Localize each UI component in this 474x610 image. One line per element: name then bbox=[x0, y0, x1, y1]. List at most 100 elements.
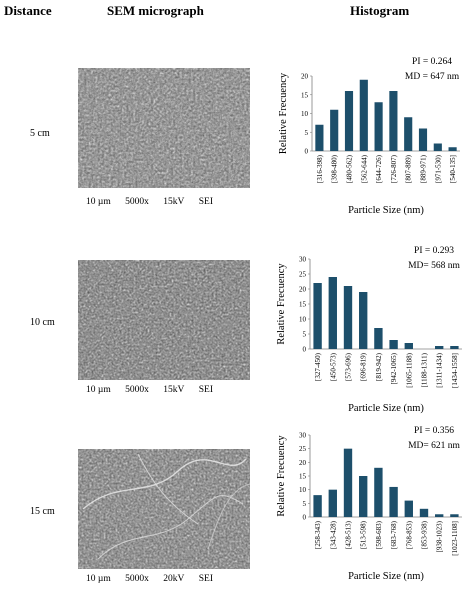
magnification-label: 5000x bbox=[125, 197, 149, 207]
magnification-label: 5000x bbox=[125, 385, 149, 395]
x-category-label: [1434-1558] bbox=[451, 353, 459, 388]
md-annotation: MD = 647 nm bbox=[405, 72, 460, 82]
histogram-bar bbox=[389, 91, 398, 151]
x-category-label: [696-819) bbox=[360, 352, 368, 381]
y-tick-label: 20 bbox=[299, 286, 307, 294]
y-tick-label: 10 bbox=[301, 110, 309, 118]
x-category-label: [819-942) bbox=[375, 352, 383, 381]
histogram-bar bbox=[313, 283, 322, 349]
detector-label: SEI bbox=[198, 385, 213, 395]
y-tick-label: 10 bbox=[299, 486, 307, 494]
sem-micrograph-15cm bbox=[78, 449, 250, 569]
header-histogram: Histogram bbox=[350, 3, 410, 18]
voltage-label: 15kV bbox=[163, 385, 185, 395]
x-category-label: [562-644) bbox=[360, 154, 368, 183]
x-category-label: [513-598) bbox=[360, 520, 368, 549]
histogram-bar bbox=[359, 292, 368, 349]
x-category-label: [258-343) bbox=[314, 520, 322, 549]
y-axis-title: Relative Frecuency bbox=[276, 263, 287, 345]
x-category-label: [573-696) bbox=[345, 352, 353, 381]
histogram-bar bbox=[435, 514, 444, 517]
voltage-label: 15kV bbox=[163, 197, 185, 207]
x-category-label: [768-853) bbox=[405, 520, 413, 549]
scale-bar-label: 10 µm bbox=[86, 385, 111, 395]
x-category-label: [1311-1434) bbox=[436, 352, 444, 387]
x-category-label: [428-513) bbox=[345, 520, 353, 549]
histogram-bar bbox=[344, 91, 354, 151]
x-category-label: [343-428) bbox=[329, 520, 337, 549]
pi-annotation: PI = 0.264 bbox=[412, 57, 452, 67]
histogram-bar bbox=[313, 495, 322, 517]
sem-caption-5cm: 10 µm 5000x 15kV SEI bbox=[86, 197, 225, 207]
histogram-bar bbox=[404, 500, 413, 517]
y-tick-label: 0 bbox=[303, 346, 307, 354]
histogram-bar bbox=[374, 467, 383, 517]
magnification-label: 5000x bbox=[125, 574, 149, 584]
histogram-bar bbox=[435, 346, 444, 349]
x-category-label: [942-1065) bbox=[390, 352, 398, 384]
histogram-15cm: PI = 0.356 MD= 621 nm 0 5 10 15 20 25 30 [258-343… bbox=[262, 425, 472, 610]
x-category-label: [683-768) bbox=[390, 520, 398, 549]
y-tick-label: 0 bbox=[303, 514, 307, 522]
y-tick-label: 5 bbox=[303, 500, 307, 508]
y-tick-label: 20 bbox=[301, 73, 309, 81]
md-annotation: MD= 568 nm bbox=[408, 261, 460, 271]
histogram-bar bbox=[328, 277, 337, 349]
y-tick-label: 15 bbox=[299, 301, 307, 309]
header-distance: Distance bbox=[4, 3, 52, 18]
md-annotation: MD= 621 nm bbox=[408, 441, 460, 451]
x-category-label: [726-807) bbox=[390, 154, 398, 183]
x-category-label: [1188-1311) bbox=[421, 352, 429, 387]
y-tick-label: 25 bbox=[299, 445, 307, 453]
histogram-bar bbox=[343, 286, 353, 349]
y-tick-label: 30 bbox=[299, 256, 307, 264]
x-category-label: [450-573) bbox=[329, 352, 337, 381]
x-category-label: [889-971) bbox=[420, 154, 428, 183]
x-category-label: [971-530) bbox=[434, 154, 442, 183]
sem-micrograph-10cm bbox=[78, 260, 250, 380]
histogram-bar bbox=[404, 117, 413, 151]
x-category-label: [316-398) bbox=[316, 154, 324, 183]
histogram-bar bbox=[404, 343, 413, 349]
y-tick-label: 10 bbox=[299, 316, 307, 324]
y-tick-label: 0 bbox=[305, 148, 309, 156]
x-category-label: [398-480) bbox=[331, 154, 339, 183]
x-category-label: [1065-1188) bbox=[405, 352, 413, 387]
histogram-bar bbox=[450, 514, 459, 517]
histogram-bar bbox=[389, 486, 398, 517]
x-axis-title: Particle Size (nm) bbox=[348, 571, 424, 582]
histogram-bar bbox=[450, 346, 459, 349]
distance-label-15cm: 15 cm bbox=[30, 506, 55, 517]
y-axis-title: Relative Frecuency bbox=[276, 435, 287, 517]
histogram-bar bbox=[389, 340, 398, 349]
sem-micrograph-5cm bbox=[78, 68, 250, 188]
x-category-label: [598-683) bbox=[375, 520, 383, 549]
header-sem-micrograph: SEM micrograph bbox=[107, 3, 204, 18]
x-category-label: [327-450) bbox=[314, 352, 322, 381]
scale-bar-label: 10 µm bbox=[86, 197, 111, 207]
histogram-bar bbox=[343, 448, 353, 517]
y-tick-label: 15 bbox=[301, 91, 309, 99]
histogram-bar bbox=[330, 109, 339, 151]
y-tick-label: 5 bbox=[305, 129, 309, 137]
histogram-bar bbox=[374, 102, 383, 151]
histogram-bar bbox=[418, 128, 428, 151]
histogram-bar bbox=[419, 508, 429, 517]
y-tick-label: 5 bbox=[303, 331, 307, 339]
voltage-label: 20kV bbox=[163, 574, 185, 584]
histogram-bar bbox=[374, 328, 383, 349]
histogram-bar bbox=[448, 147, 457, 151]
pi-annotation: PI = 0.293 bbox=[414, 246, 454, 256]
x-category-label: [540-135] bbox=[449, 155, 457, 183]
x-axis-title: Particle Size (nm) bbox=[348, 403, 424, 414]
histogram-bar bbox=[328, 489, 337, 517]
scale-bar-label: 10 µm bbox=[86, 574, 111, 584]
x-category-label: [807-889) bbox=[405, 154, 413, 183]
distance-label-10cm: 10 cm bbox=[30, 317, 55, 328]
y-tick-label: 25 bbox=[299, 271, 307, 279]
x-category-label: [644-726) bbox=[375, 154, 383, 183]
y-tick-label: 20 bbox=[299, 459, 307, 467]
x-category-label: [938-1023) bbox=[436, 520, 444, 552]
detector-label: SEI bbox=[198, 197, 213, 207]
y-axis-title: Relative Frecuency bbox=[278, 72, 289, 154]
